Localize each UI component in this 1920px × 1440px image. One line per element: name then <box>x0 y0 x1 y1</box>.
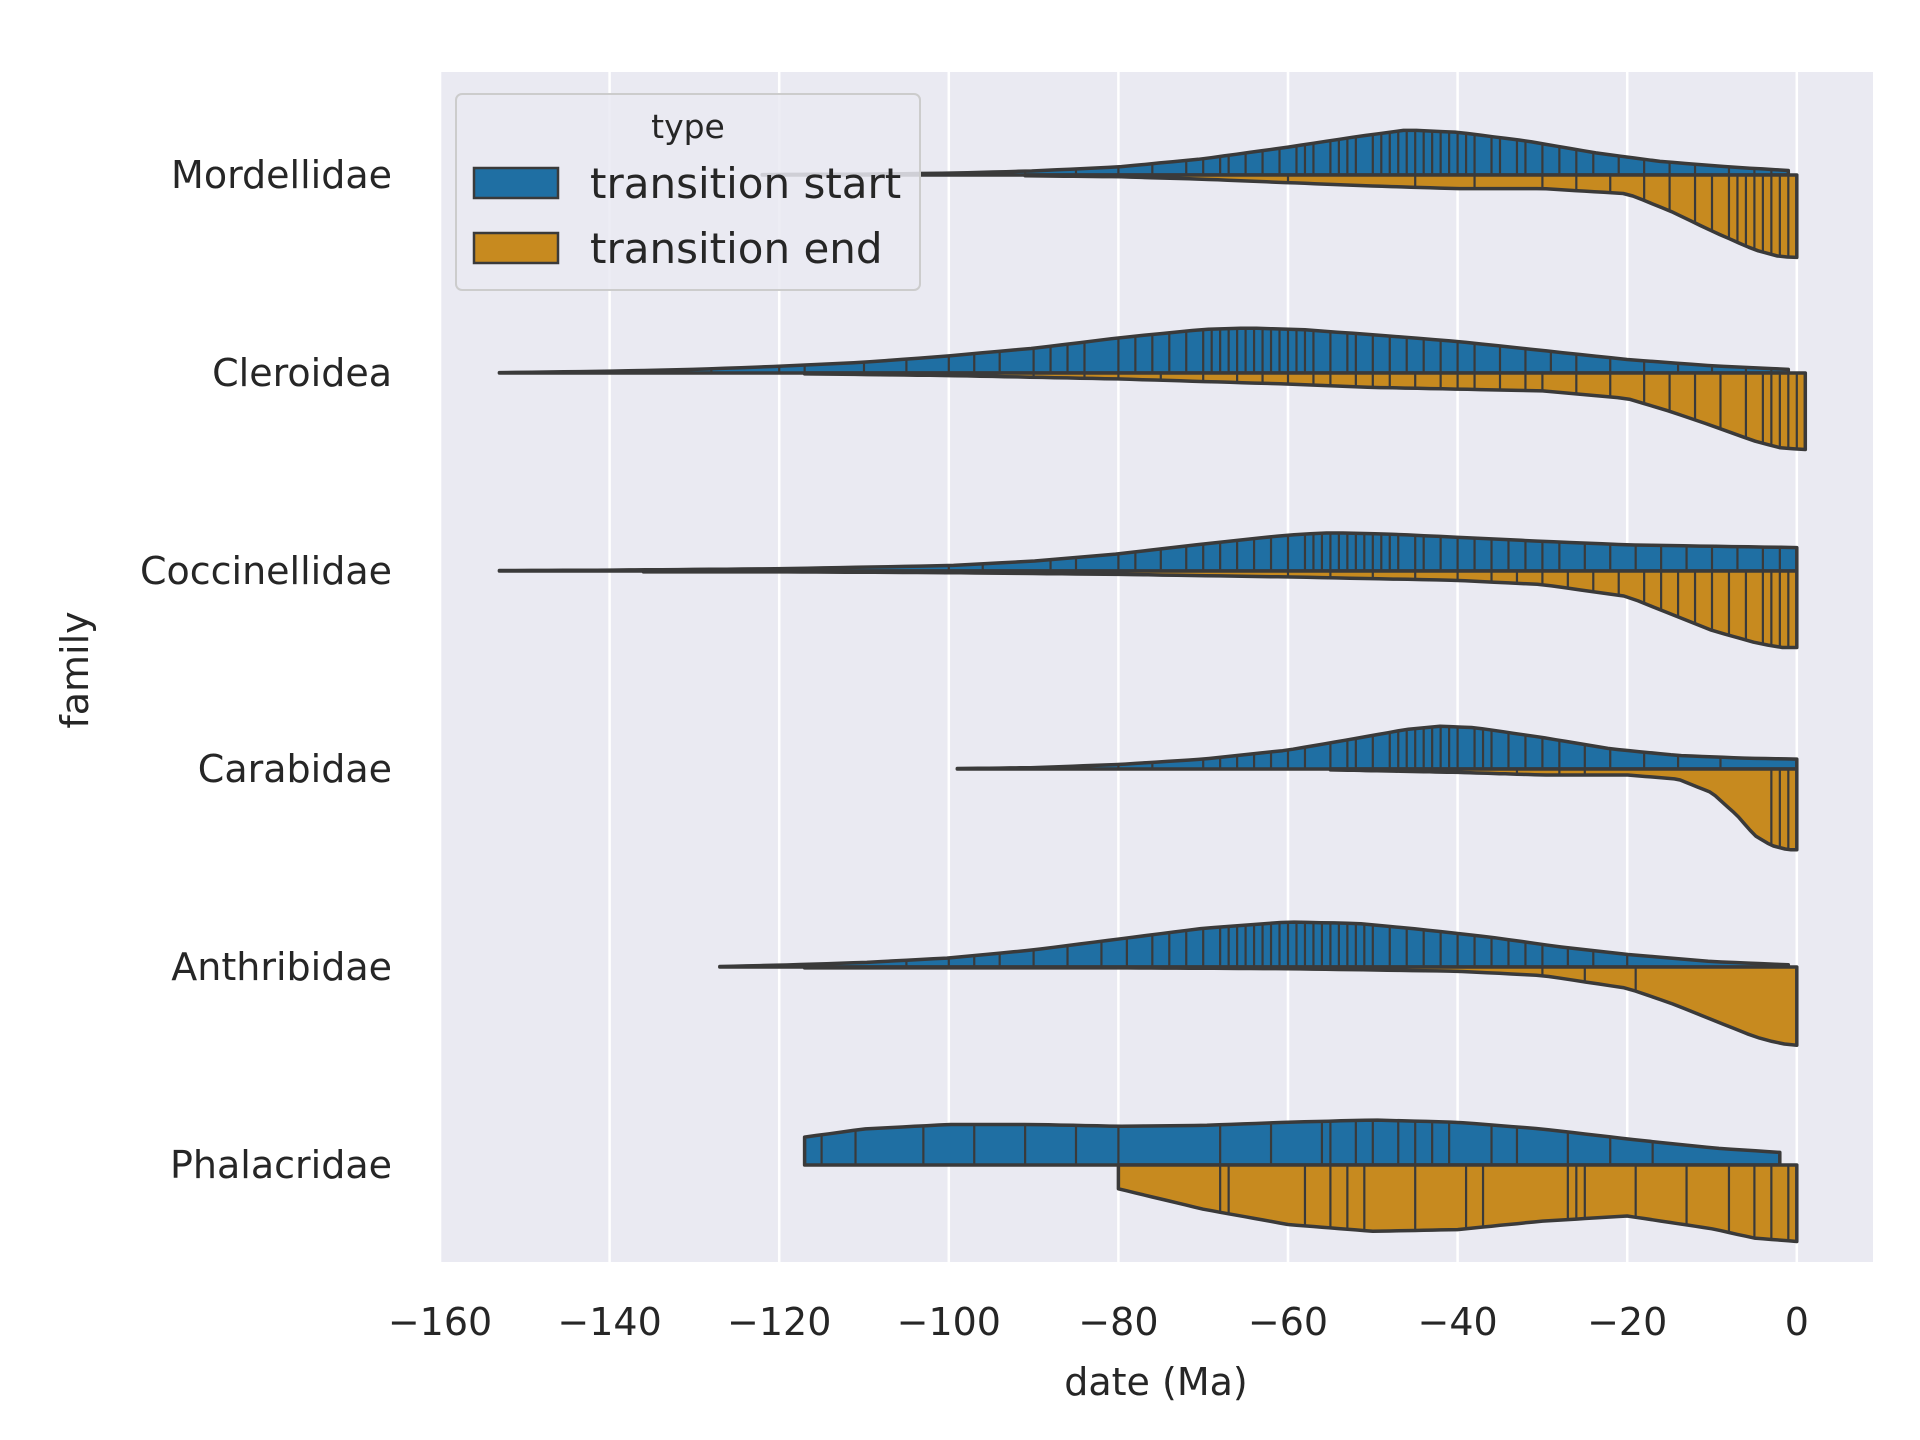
legend-swatch-transition-start <box>472 166 560 200</box>
y-tick-label: Mordellidae <box>171 153 392 197</box>
legend-label-transition-start: transition start <box>590 159 901 208</box>
violin-upper-mordellidae <box>760 128 1791 177</box>
violin-body <box>643 571 1797 648</box>
y-tick-labels: Mordellidae Cleroidea Coccinellidae Carabid… <box>140 153 392 1187</box>
violin-body <box>804 1120 1780 1165</box>
violin-body <box>1118 1165 1797 1242</box>
violin-upper-cleroidea <box>497 326 1791 375</box>
violin-upper-phalacridae <box>802 1118 1782 1167</box>
violin-upper-carabidae <box>955 724 1799 771</box>
violin-outline <box>1328 767 1799 852</box>
violin-body <box>762 130 1789 175</box>
violin-outline <box>1023 173 1799 260</box>
x-tick-label: −20 <box>1587 1300 1667 1344</box>
violin-outline <box>802 371 1808 452</box>
violin-outline <box>718 920 1791 969</box>
violin-body <box>804 967 1797 1046</box>
violin-lower-anthribidae <box>802 965 1799 1047</box>
violin-lower-carabidae <box>1328 767 1799 852</box>
y-axis-label: family <box>53 611 97 728</box>
violin-outline <box>802 1118 1782 1167</box>
violin-lower-coccinellidae <box>641 569 1799 650</box>
legend-title: type <box>651 107 725 146</box>
violin-upper-anthribidae <box>718 920 1791 969</box>
violin-lower-cleroidea <box>802 371 1808 452</box>
x-tick-label: −160 <box>388 1300 492 1344</box>
legend: type transition start transition end <box>455 93 921 291</box>
violin-outline <box>955 724 1799 771</box>
x-tick-label: −100 <box>897 1300 1001 1344</box>
y-tick-label: Carabidae <box>198 747 392 791</box>
violin-lower-mordellidae <box>1023 173 1799 260</box>
y-tick-label: Coccinellidae <box>140 549 392 593</box>
violin-outline <box>641 569 1799 650</box>
violin-outline <box>760 128 1791 177</box>
x-tick-label: 0 <box>1785 1300 1809 1344</box>
violins <box>497 128 1808 1244</box>
x-tick-label: −60 <box>1248 1300 1328 1344</box>
legend-label-transition-end: transition end <box>590 224 883 273</box>
violin-lower-phalacridae <box>1116 1163 1799 1244</box>
y-tick-label: Anthribidae <box>171 945 392 989</box>
x-tick-label: −120 <box>727 1300 831 1344</box>
x-tick-labels: −160 −140 −120 −100 −80 −60 −40 −20 0 <box>388 1300 1809 1344</box>
y-tick-label: Phalacridae <box>170 1143 392 1187</box>
violin-body <box>804 373 1806 450</box>
legend-swatch-transition-end <box>472 231 560 265</box>
x-tick-label: −140 <box>557 1300 661 1344</box>
x-axis-label: date (Ma) <box>1064 1360 1248 1404</box>
y-tick-label: Cleroidea <box>212 351 392 395</box>
violin-body <box>957 726 1797 769</box>
violin-body <box>1330 769 1797 850</box>
violin-outline <box>1116 1163 1799 1244</box>
x-tick-label: −80 <box>1078 1300 1158 1344</box>
violin-body <box>499 328 1789 373</box>
violin-outline <box>802 965 1799 1047</box>
violin-outline <box>497 326 1791 375</box>
violin-body <box>1025 175 1797 258</box>
x-tick-label: −40 <box>1417 1300 1497 1344</box>
legend-box <box>455 93 921 291</box>
